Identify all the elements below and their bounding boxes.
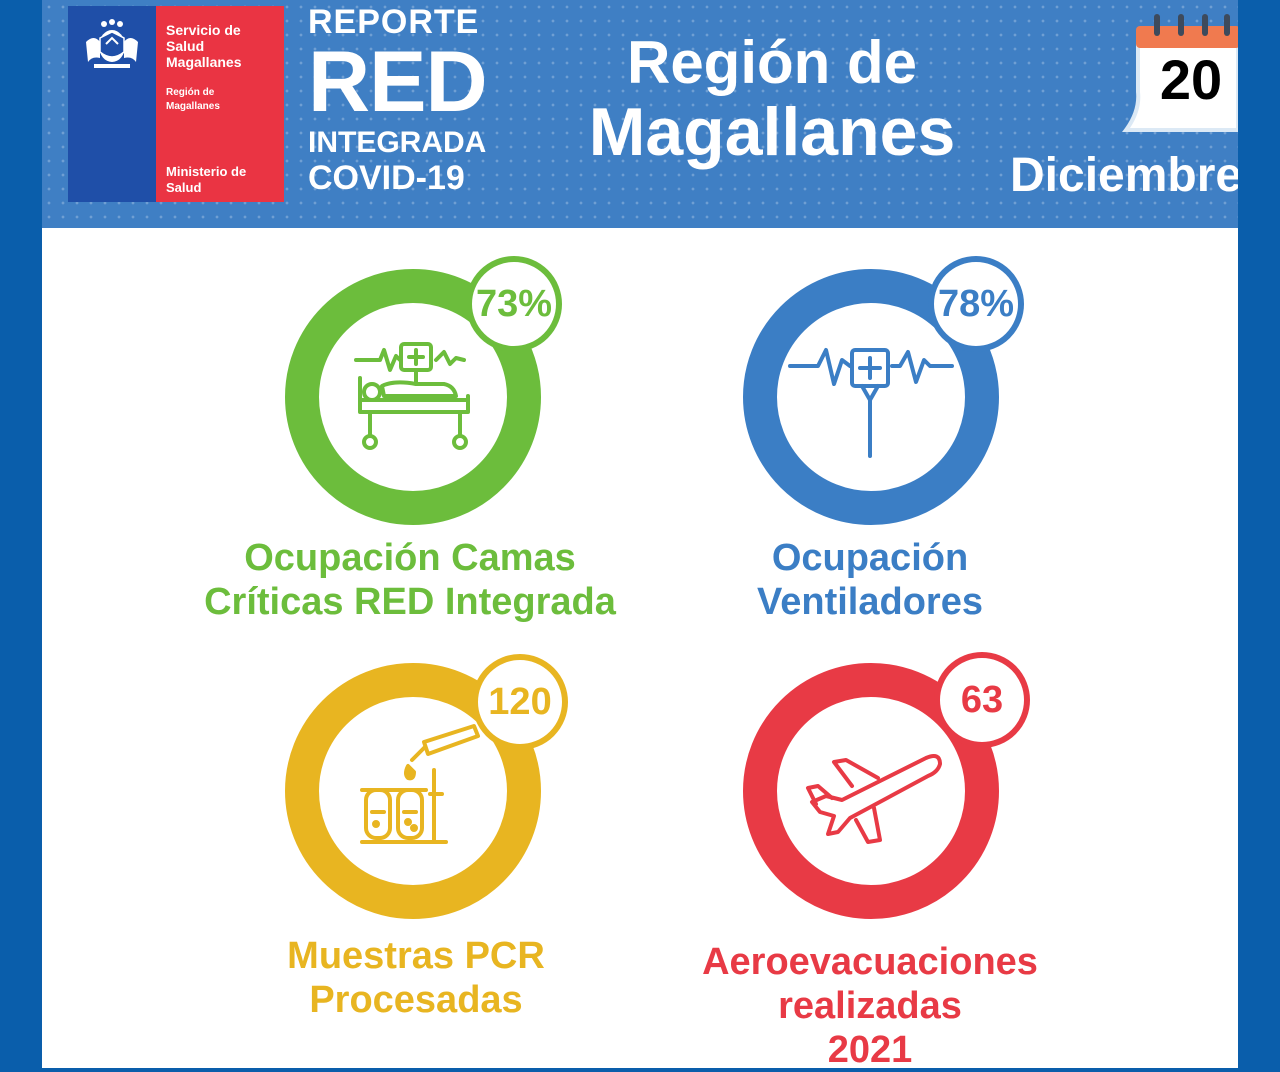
stat-value-badge: 63 xyxy=(934,652,1030,748)
coat-of-arms-icon xyxy=(86,19,138,68)
report-title: REPORTE RED INTEGRADA COVID-19 xyxy=(308,2,488,197)
region-title-line1: Región de xyxy=(626,29,917,96)
logo-red-band: Servicio de Salud Magallanes Región de M… xyxy=(156,6,284,202)
calendar-icon: 20 xyxy=(1122,12,1238,136)
ventilator-icon xyxy=(788,348,954,458)
stat-label: Ocupación Ventiladores xyxy=(757,537,983,623)
stat-value-badge: 78% xyxy=(928,256,1024,352)
stat-label: Aeroevacuaciones realizadas 2021 xyxy=(702,941,1038,1071)
stat-ring xyxy=(743,269,999,525)
logo-ministry-name: Ministerio de Salud xyxy=(166,164,247,195)
report-title-line3: INTEGRADA xyxy=(308,126,487,159)
stat-value-badge: 73% xyxy=(466,256,562,352)
report-title-line1: REPORTE xyxy=(308,3,480,41)
stat-ring xyxy=(743,663,999,919)
logo-region-name: Región de Magallanes xyxy=(166,87,220,112)
stat-label: Ocupación Camas Críticas RED Integrada xyxy=(204,537,616,623)
logo-blue-band xyxy=(68,6,156,202)
test-tubes-icon xyxy=(360,724,480,844)
region-title-line2: Magallanes xyxy=(588,94,956,170)
hospital-bed-icon xyxy=(354,342,470,450)
logo-org-name: Servicio de Salud Magallanes xyxy=(166,22,242,70)
stat-ring xyxy=(285,269,541,525)
report-title-line4: COVID-19 xyxy=(308,159,465,197)
calendar-graphic xyxy=(1122,14,1238,132)
region-title: Región de Magallanes xyxy=(562,29,982,170)
calendar-day: 20 xyxy=(1159,48,1223,111)
stat-ring xyxy=(285,663,541,919)
calendar-month: Diciembre xyxy=(1010,149,1238,202)
airplane-icon xyxy=(806,754,942,844)
stat-label: Muestras PCR Procesadas xyxy=(287,935,545,1021)
stat-value-badge: 120 xyxy=(472,654,568,750)
ministry-logo: Servicio de Salud Magallanes Región de M… xyxy=(68,6,284,202)
header-banner: Servicio de Salud Magallanes Región de M… xyxy=(42,0,1238,228)
report-title-line2: RED xyxy=(308,34,488,130)
